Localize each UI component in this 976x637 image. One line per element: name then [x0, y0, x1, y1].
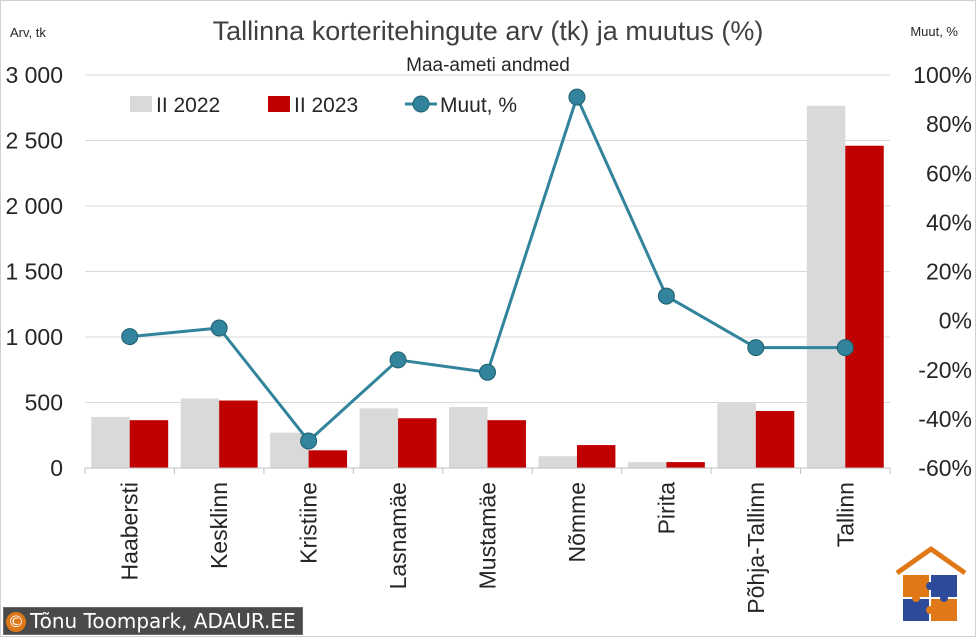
- category-label-n-mme: Nõmme: [564, 482, 590, 563]
- change-point-haabersti: [121, 328, 139, 346]
- left-tick-label: 2 500: [5, 128, 63, 154]
- change-point-mustam-e: [479, 363, 496, 381]
- legend-marker: [412, 95, 430, 113]
- legend-label-2023: II 2023: [294, 94, 358, 117]
- gridlines: [85, 74, 890, 403]
- change-point-tallinn: [836, 339, 854, 357]
- bar-2022-lasnam-e: [359, 408, 399, 468]
- bar-2023-kristiine: [308, 450, 348, 468]
- change-point-pirita: [657, 287, 675, 305]
- change-point-lasnam-e: [389, 351, 407, 369]
- bar-2022-kesklinn: [180, 398, 220, 468]
- bar-2022-haabersti: [91, 416, 130, 468]
- chart-subtitle: Maa-ameti andmed: [406, 55, 570, 76]
- category-label-tallinn: Tallinn: [832, 482, 858, 547]
- right-axis-unit: Muut, %: [910, 24, 958, 39]
- change-point-kesklinn: [210, 319, 228, 337]
- chart-title: Tallinna korteritehingute arv (tk) ja mu…: [213, 16, 764, 46]
- category-label-p-hja-tallinn: Põhja-Tallinn: [743, 482, 769, 614]
- change-line: [121, 88, 854, 450]
- credit-text: Tõnu Toompark, ADAUR.EE: [30, 609, 296, 633]
- left-axis-ticks: 0 500 1 000 1 500 2 000 2 500 3 000: [5, 62, 63, 481]
- category-labels: Haabersti Kesklinn Kristiine Lasnamäe Mustam…: [117, 482, 859, 614]
- legend-swatch-2022: [130, 96, 152, 112]
- right-axis-ticks: -60% -40% -20% 0% 20% 40% 60% 80% 100%: [913, 62, 972, 481]
- bar-2023-haabersti: [129, 420, 169, 468]
- left-tick-label: 1 500: [5, 259, 63, 285]
- bar-2023-pirita: [666, 462, 705, 468]
- category-label-lasnam-e: Lasnamäe: [385, 482, 411, 589]
- change-point-kristiine: [300, 432, 318, 450]
- change-point-p-hja-tallinn: [747, 339, 765, 357]
- bar-2023-lasnam-e: [398, 418, 437, 468]
- bar-2023-n-mme: [576, 445, 616, 468]
- x-axis-ticks: [84, 468, 891, 474]
- copyright-credit: © Tõnu Toompark, ADAUR.EE: [3, 607, 303, 635]
- bar-2023-mustam-e: [487, 420, 526, 468]
- right-tick-label: -40%: [918, 406, 972, 432]
- left-tick-label: 2 000: [5, 193, 63, 219]
- category-label-mustam-e: Mustamäe: [475, 482, 501, 589]
- legend-label-change: Muut, %: [440, 94, 517, 117]
- right-tick-label: 80%: [926, 111, 972, 137]
- change-line-path: [129, 95, 846, 443]
- right-tick-label: -20%: [918, 357, 972, 383]
- right-tick-label: 0%: [939, 308, 972, 334]
- bar-2022-mustam-e: [449, 407, 488, 468]
- legend-label-2022: II 2022: [156, 94, 220, 117]
- legend-swatch-2023: [268, 96, 290, 112]
- left-axis-unit: Arv, tk: [10, 25, 46, 40]
- category-label-haabersti: Haabersti: [117, 482, 143, 580]
- left-tick-label: 3 000: [5, 62, 63, 88]
- left-tick-label: 0: [50, 455, 63, 481]
- bar-2022-tallinn: [806, 105, 846, 468]
- bar-2023-tallinn: [845, 145, 884, 469]
- left-tick-label: 1 000: [5, 324, 63, 350]
- bar-2022-p-hja-tallinn: [717, 403, 756, 468]
- copyright-icon: ©: [6, 612, 26, 632]
- bar-2023-p-hja-tallinn: [755, 411, 795, 468]
- category-label-kesklinn: Kesklinn: [206, 482, 232, 569]
- house-puzzle-logo: [895, 545, 967, 621]
- category-label-pirita: Pirita: [653, 482, 679, 535]
- bar-2022-pirita: [627, 462, 667, 468]
- right-tick-label: 100%: [913, 62, 972, 88]
- bar-2023-kesklinn: [219, 400, 258, 468]
- left-tick-label: 500: [25, 390, 63, 416]
- right-tick-label: 40%: [926, 209, 972, 235]
- right-tick-label: 60%: [926, 160, 972, 186]
- category-label-kristiine: Kristiine: [296, 482, 322, 564]
- change-point-n-mme: [568, 88, 586, 106]
- right-tick-label: 20%: [926, 259, 972, 285]
- legend: II 2022 II 2023 Muut, %: [130, 94, 517, 117]
- right-tick-label: -60%: [918, 455, 972, 481]
- bars: [91, 105, 884, 469]
- bar-2022-n-mme: [538, 456, 577, 468]
